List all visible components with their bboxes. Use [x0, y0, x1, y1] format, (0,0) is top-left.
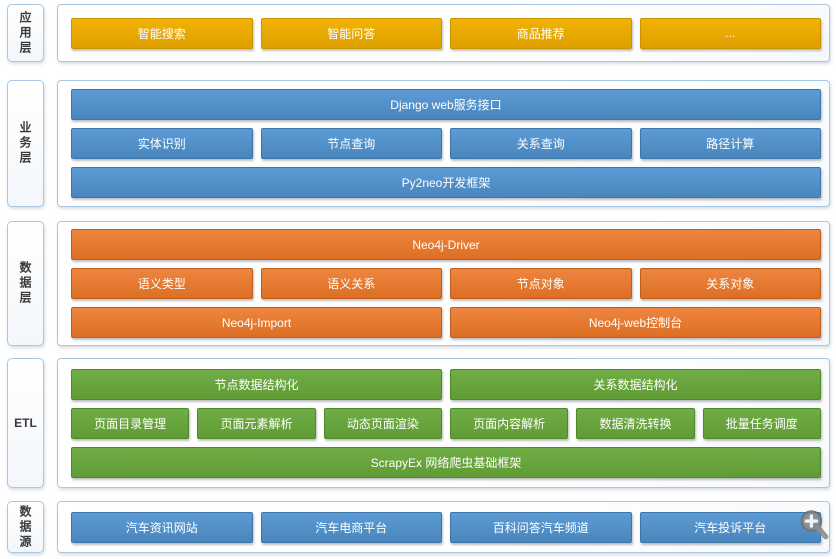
box-encyclopedia-qa-auto-channel: 百科问答汽车频道 — [450, 511, 632, 543]
etl-row-structuring: 节点数据结构化 关系数据结构化 — [71, 368, 821, 400]
etl-row-crawler: ScrapyEx 网络爬虫基础框架 — [71, 446, 821, 478]
box-semantic-type: 语义类型 — [71, 268, 253, 299]
layer-container-datasource: 汽车资讯网站 汽车电商平台 百科问答汽车频道 汽车投诉平台 — [57, 501, 830, 553]
box-node-object: 节点对象 — [450, 268, 632, 299]
application-row: 智能搜索 智能问答 商品推荐 ... — [71, 17, 821, 49]
layer-label-application-text: 应用层 — [18, 10, 32, 56]
box-entity-recognition: 实体识别 — [71, 128, 253, 159]
box-page-directory-management: 页面目录管理 — [71, 407, 190, 439]
box-path-computation: 路径计算 — [639, 128, 821, 159]
box-page-content-parsing: 页面内容解析 — [449, 407, 569, 439]
layer-container-etl: 节点数据结构化 关系数据结构化 页面目录管理 页面元素解析 动态页面渲染 页面内… — [57, 358, 830, 488]
box-neo4j-web-console: Neo4j-web控制台 — [450, 307, 821, 338]
business-row-services: 实体识别 节点查询 关系查询 路径计算 — [71, 128, 821, 159]
layer-data: 数据层 Neo4j-Driver 语义类型 语义关系 节点对象 关系对象 Neo… — [0, 221, 836, 346]
data-row-tools: Neo4j-Import Neo4j-web控制台 — [71, 307, 821, 338]
layer-label-business-text: 业务层 — [18, 121, 32, 166]
layer-application: 应用层 智能搜索 智能问答 商品推荐 ... — [0, 4, 836, 62]
data-row-objects: 语义类型 语义关系 节点对象 关系对象 — [71, 268, 821, 299]
box-product-recommendation: 商品推荐 — [450, 17, 632, 49]
box-relation-object: 关系对象 — [639, 268, 821, 299]
layer-container-data: Neo4j-Driver 语义类型 语义关系 节点对象 关系对象 Neo4j-I… — [57, 221, 830, 346]
box-auto-news-site: 汽车资讯网站 — [71, 511, 253, 543]
layer-label-etl: ETL — [7, 358, 44, 488]
box-node-query: 节点查询 — [260, 128, 442, 159]
layer-label-datasource: 数据源 — [7, 501, 44, 553]
box-semantic-relation: 语义关系 — [260, 268, 442, 299]
layer-label-data-text: 数据层 — [18, 261, 32, 306]
box-smart-qa: 智能问答 — [260, 17, 442, 49]
box-more: ... — [639, 17, 821, 49]
box-batch-task-scheduling: 批量任务调度 — [702, 407, 821, 439]
box-smart-search: 智能搜索 — [71, 17, 253, 49]
box-neo4j-driver: Neo4j-Driver — [71, 229, 821, 260]
box-auto-ecommerce-platform: 汽车电商平台 — [260, 511, 442, 543]
layer-label-etl-text: ETL — [14, 416, 37, 430]
layer-label-datasource-text: 数据源 — [18, 504, 32, 550]
box-neo4j-import: Neo4j-Import — [71, 307, 442, 338]
box-node-data-structuring: 节点数据结构化 — [71, 368, 442, 400]
layer-container-business: Django web服务接口 实体识别 节点查询 关系查询 路径计算 Py2ne… — [57, 80, 830, 207]
box-auto-complaint-platform: 汽车投诉平台 — [639, 511, 821, 543]
layer-datasource: 数据源 汽车资讯网站 汽车电商平台 百科问答汽车频道 汽车投诉平台 — [0, 501, 836, 553]
magnifier-plus-icon[interactable] — [798, 508, 830, 542]
box-dynamic-page-rendering: 动态页面渲染 — [323, 407, 442, 439]
box-page-element-parsing: 页面元素解析 — [197, 407, 316, 439]
etl-row-processing: 页面目录管理 页面元素解析 动态页面渲染 页面内容解析 数据清洗转换 批量任务调… — [71, 407, 821, 439]
layer-label-application: 应用层 — [7, 4, 44, 62]
box-relation-query: 关系查询 — [450, 128, 632, 159]
data-row-driver: Neo4j-Driver — [71, 229, 821, 260]
box-scrapyex-crawler-framework: ScrapyEx 网络爬虫基础框架 — [71, 446, 821, 478]
box-py2neo-framework: Py2neo开发框架 — [71, 167, 821, 198]
box-django-web-api: Django web服务接口 — [71, 89, 821, 120]
layer-label-business: 业务层 — [7, 80, 44, 207]
layer-container-application: 智能搜索 智能问答 商品推荐 ... — [57, 4, 830, 62]
datasource-row: 汽车资讯网站 汽车电商平台 百科问答汽车频道 汽车投诉平台 — [71, 511, 821, 543]
business-row-framework: Py2neo开发框架 — [71, 167, 821, 198]
box-relation-data-structuring: 关系数据结构化 — [450, 368, 821, 400]
layer-label-data: 数据层 — [7, 221, 44, 346]
business-row-api: Django web服务接口 — [71, 89, 821, 120]
box-data-cleaning-transform: 数据清洗转换 — [576, 407, 695, 439]
layer-business: 业务层 Django web服务接口 实体识别 节点查询 关系查询 路径计算 P… — [0, 80, 836, 207]
layer-etl: ETL 节点数据结构化 关系数据结构化 页面目录管理 页面元素解析 动态页面渲染… — [0, 358, 836, 488]
